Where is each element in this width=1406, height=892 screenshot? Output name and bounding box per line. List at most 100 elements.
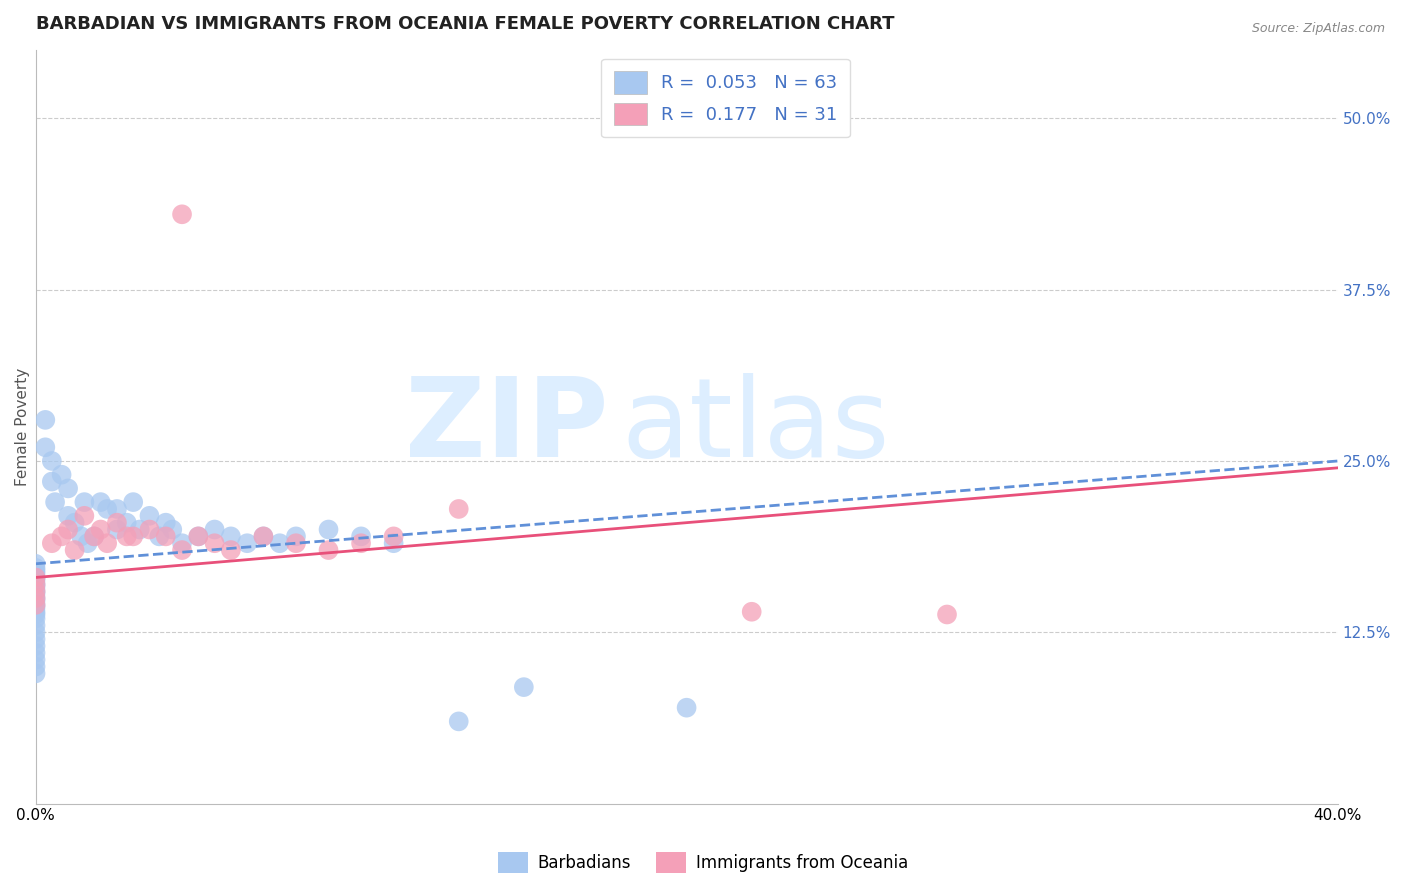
Point bbox=[155, 516, 177, 530]
Point bbox=[122, 529, 145, 543]
Point bbox=[138, 523, 160, 537]
Point bbox=[24, 600, 46, 615]
Point bbox=[24, 584, 46, 599]
Point bbox=[285, 529, 308, 543]
Point bbox=[382, 536, 405, 550]
Point bbox=[148, 529, 170, 543]
Point bbox=[24, 564, 46, 578]
Point bbox=[24, 653, 46, 667]
Y-axis label: Female Poverty: Female Poverty bbox=[15, 368, 30, 486]
Point bbox=[73, 508, 96, 523]
Point bbox=[187, 529, 209, 543]
Point bbox=[73, 495, 96, 509]
Point bbox=[236, 536, 259, 550]
Point bbox=[24, 625, 46, 640]
Point bbox=[219, 529, 242, 543]
Point bbox=[204, 536, 226, 550]
Point bbox=[24, 659, 46, 673]
Point bbox=[70, 529, 93, 543]
Point bbox=[24, 618, 46, 632]
Point bbox=[24, 580, 46, 594]
Text: ZIP: ZIP bbox=[405, 373, 609, 480]
Point bbox=[204, 523, 226, 537]
Point bbox=[24, 666, 46, 681]
Point bbox=[24, 632, 46, 647]
Point bbox=[96, 502, 118, 516]
Text: atlas: atlas bbox=[621, 373, 890, 480]
Point bbox=[187, 529, 209, 543]
Point bbox=[51, 467, 73, 482]
Point bbox=[138, 508, 160, 523]
Point bbox=[252, 529, 274, 543]
Point bbox=[24, 639, 46, 653]
Point bbox=[24, 570, 46, 584]
Point bbox=[90, 495, 112, 509]
Point bbox=[170, 207, 193, 221]
Point bbox=[318, 523, 340, 537]
Point bbox=[24, 598, 46, 612]
Point bbox=[24, 646, 46, 660]
Point bbox=[24, 598, 46, 612]
Point bbox=[24, 561, 46, 575]
Point bbox=[170, 543, 193, 558]
Point bbox=[51, 529, 73, 543]
Point bbox=[24, 557, 46, 571]
Point bbox=[936, 607, 959, 622]
Point bbox=[83, 529, 105, 543]
Point bbox=[350, 529, 373, 543]
Point bbox=[34, 440, 56, 454]
Point bbox=[24, 594, 46, 608]
Point bbox=[56, 508, 79, 523]
Point bbox=[24, 577, 46, 591]
Legend: R =  0.053   N = 63, R =  0.177   N = 31: R = 0.053 N = 63, R = 0.177 N = 31 bbox=[602, 59, 849, 137]
Point bbox=[447, 502, 470, 516]
Point bbox=[115, 516, 138, 530]
Point bbox=[24, 570, 46, 584]
Point bbox=[115, 529, 138, 543]
Point bbox=[24, 605, 46, 619]
Legend: Barbadians, Immigrants from Oceania: Barbadians, Immigrants from Oceania bbox=[491, 846, 915, 880]
Point bbox=[122, 495, 145, 509]
Point bbox=[350, 536, 373, 550]
Point bbox=[128, 523, 150, 537]
Point bbox=[24, 591, 46, 605]
Point bbox=[63, 516, 86, 530]
Point bbox=[24, 607, 46, 622]
Point bbox=[34, 413, 56, 427]
Point bbox=[24, 573, 46, 587]
Point bbox=[105, 502, 128, 516]
Point bbox=[269, 536, 291, 550]
Point bbox=[170, 536, 193, 550]
Point bbox=[56, 523, 79, 537]
Point bbox=[447, 714, 470, 729]
Point bbox=[24, 566, 46, 581]
Point bbox=[105, 523, 128, 537]
Point bbox=[56, 482, 79, 496]
Point bbox=[219, 543, 242, 558]
Point bbox=[24, 584, 46, 599]
Point bbox=[44, 495, 66, 509]
Point bbox=[513, 680, 536, 694]
Point bbox=[24, 591, 46, 605]
Point bbox=[318, 543, 340, 558]
Point bbox=[252, 529, 274, 543]
Point bbox=[41, 536, 63, 550]
Point bbox=[162, 523, 184, 537]
Point bbox=[41, 475, 63, 489]
Point bbox=[96, 536, 118, 550]
Point bbox=[285, 536, 308, 550]
Point bbox=[24, 577, 46, 591]
Point bbox=[382, 529, 405, 543]
Point bbox=[675, 700, 697, 714]
Point bbox=[76, 536, 98, 550]
Point bbox=[741, 605, 763, 619]
Text: Source: ZipAtlas.com: Source: ZipAtlas.com bbox=[1251, 22, 1385, 36]
Point bbox=[155, 529, 177, 543]
Point bbox=[63, 543, 86, 558]
Point bbox=[24, 611, 46, 625]
Point bbox=[90, 523, 112, 537]
Point bbox=[41, 454, 63, 468]
Text: BARBADIAN VS IMMIGRANTS FROM OCEANIA FEMALE POVERTY CORRELATION CHART: BARBADIAN VS IMMIGRANTS FROM OCEANIA FEM… bbox=[35, 15, 894, 33]
Point bbox=[24, 587, 46, 601]
Point bbox=[105, 516, 128, 530]
